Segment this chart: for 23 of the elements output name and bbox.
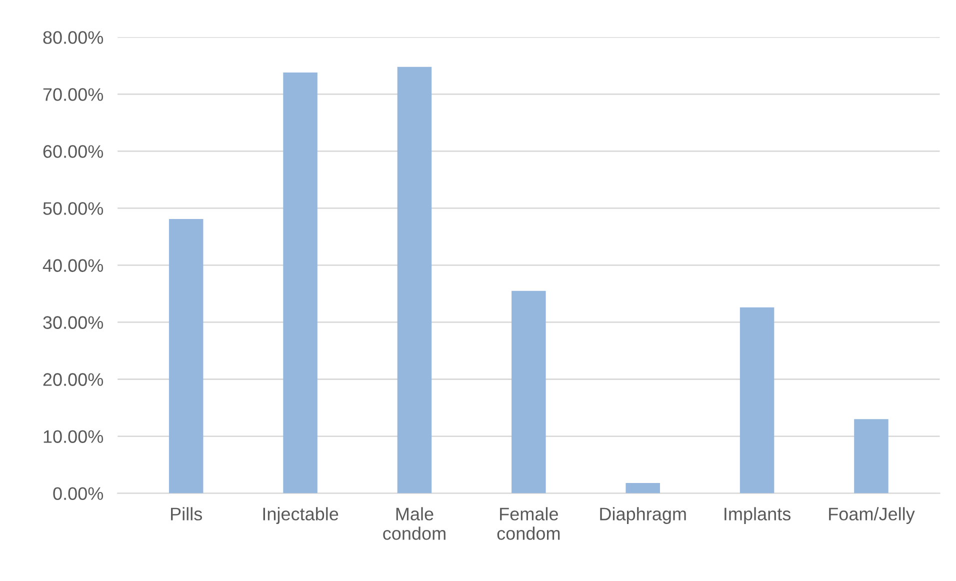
x-tick-label: Female condom <box>497 507 560 540</box>
y-tick-label: 50.00% <box>43 202 104 215</box>
x-tick-label: Male condom <box>383 507 446 540</box>
x-tick-label: Pills <box>171 507 202 520</box>
y-tick-label: 70.00% <box>43 88 104 101</box>
bar <box>854 419 888 494</box>
x-tick-label: Injectable <box>263 507 338 524</box>
y-tick-label: 30.00% <box>43 316 104 329</box>
bar <box>740 307 774 494</box>
y-tick-label: 40.00% <box>42 259 104 272</box>
bar <box>397 66 432 494</box>
x-tick-label: Foam/Jelly <box>829 507 915 524</box>
y-tick-label: 60.00% <box>43 145 104 158</box>
y-tick-label: 0.00% <box>53 487 104 500</box>
bar <box>512 290 546 494</box>
y-tick-label: 10.00% <box>44 430 104 443</box>
y-tick-label: 80.00% <box>43 31 104 44</box>
x-tick-label: Diaphragm <box>600 507 686 524</box>
x-tick-label: Implants <box>724 507 791 524</box>
bar <box>283 72 318 494</box>
bar <box>626 483 660 494</box>
y-tick-label: 20.00% <box>43 373 104 386</box>
bar <box>168 219 204 494</box>
